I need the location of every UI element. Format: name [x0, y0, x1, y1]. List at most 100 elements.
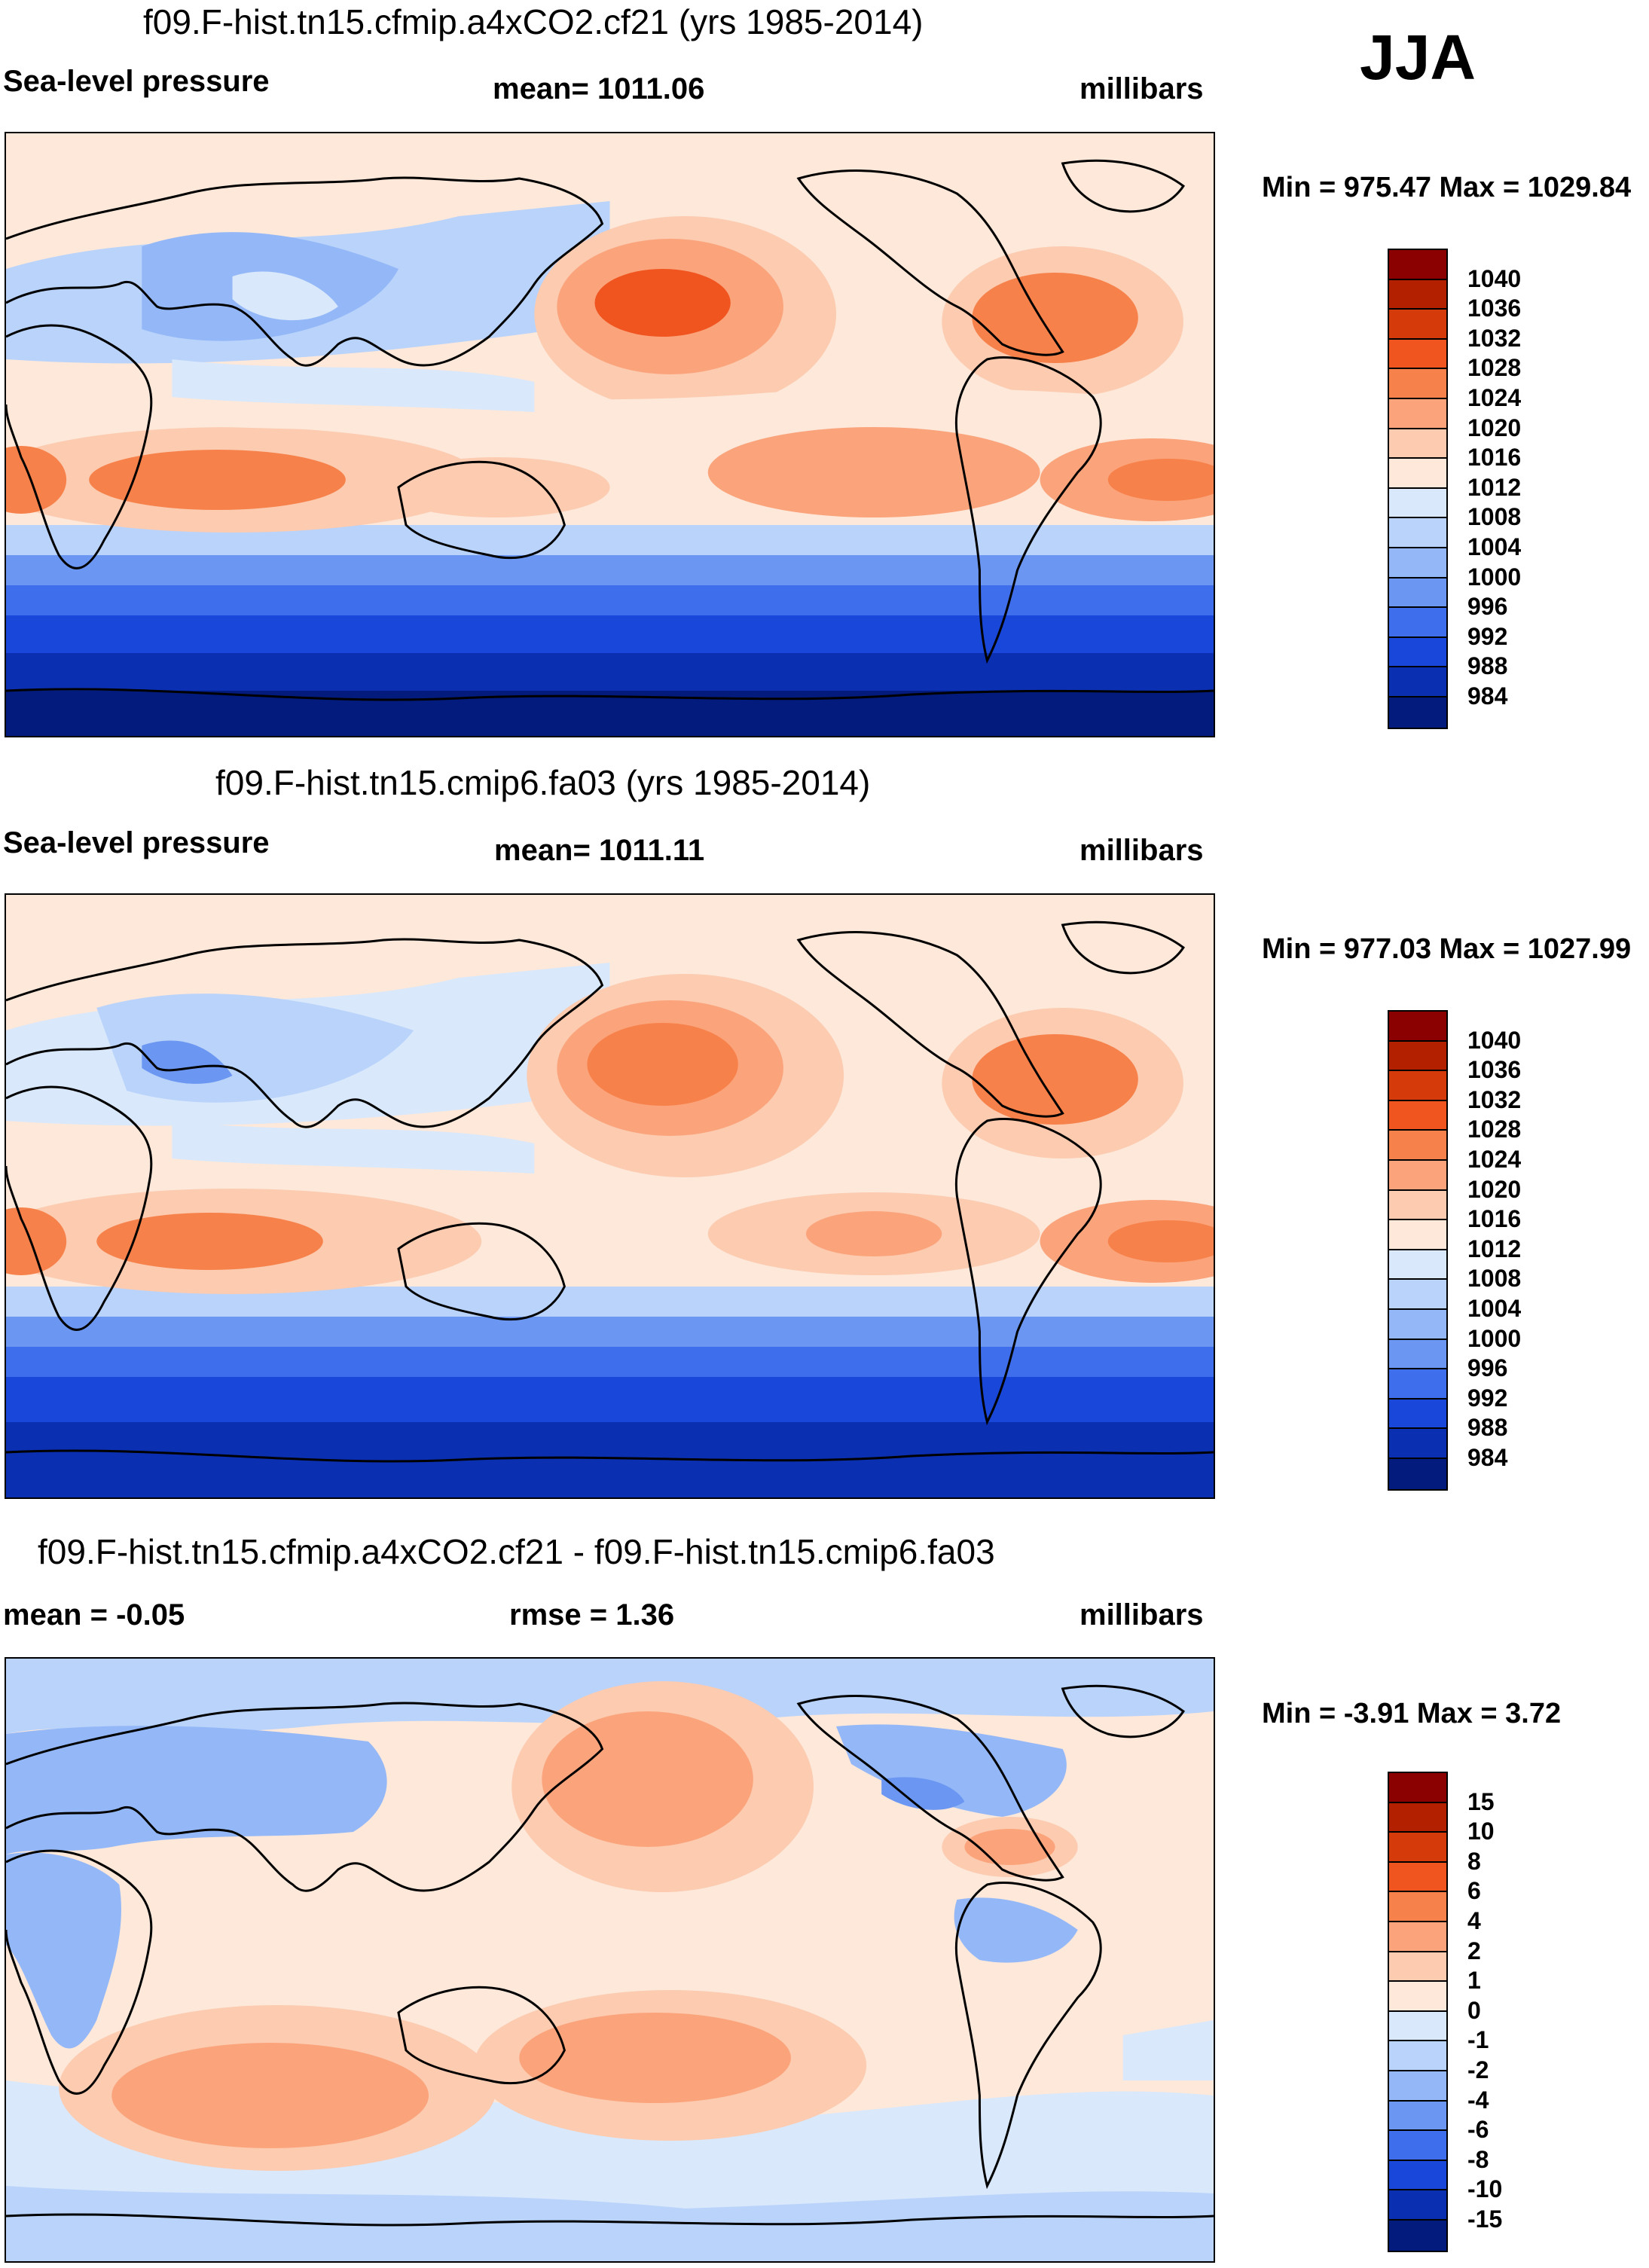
colorbar-swatch [1389, 2160, 1446, 2191]
colorbar-level-label: -1 [1467, 2026, 1489, 2054]
colorbar-level-label: 1028 [1467, 1116, 1522, 1143]
colorbar-level-label: 10 [1467, 1818, 1495, 1845]
colorbar-level-label: 1028 [1467, 354, 1522, 382]
colorbar-level-label: 1 [1467, 1967, 1481, 1995]
colorbar-swatch [1389, 1833, 1446, 1863]
colorbar-swatch [1389, 1369, 1446, 1400]
colorbar-swatch [1389, 1250, 1446, 1281]
colorbar-swatch [1389, 279, 1446, 310]
colorbar-swatch [1389, 1041, 1446, 1072]
panel1-variable-label: Sea-level pressure [3, 65, 270, 98]
colorbar-swatch [1389, 2011, 1446, 2042]
colorbar-swatch [1389, 548, 1446, 578]
colorbar-swatch [1389, 1773, 1446, 1803]
panel1-units-label: millibars [1079, 72, 1204, 105]
colorbar-level-label: 8 [1467, 1847, 1481, 1875]
colorbar-swatch [1389, 2190, 1446, 2221]
colorbar-swatch [1389, 667, 1446, 697]
panel3-rmse-label: rmse = 1.36 [509, 1598, 675, 1632]
colorbar-level-label: 1024 [1467, 1146, 1522, 1173]
colorbar-level-label: 1012 [1467, 1235, 1522, 1262]
colorbar-swatch [1389, 1012, 1446, 1042]
colorbar-level-label: -15 [1467, 2205, 1503, 2233]
colorbar-swatch [1389, 310, 1446, 340]
colorbar-level-label: 1032 [1467, 1085, 1522, 1113]
panel1-map-field [6, 133, 1214, 736]
colorbar-swatch [1389, 1862, 1446, 1893]
colorbar-swatch [1389, 398, 1446, 429]
panel1-title: f09.F-hist.tn15.cfmip.a4xCO2.cf21 (yrs 1… [143, 2, 924, 41]
colorbar-swatch [1389, 1952, 1446, 1983]
panel3-map-field [6, 1659, 1214, 2261]
colorbar-level-label: 4 [1467, 1907, 1481, 1934]
colorbar-level-label: 1004 [1467, 533, 1522, 560]
colorbar-level-label: 2 [1467, 1937, 1481, 1964]
colorbar-level-label: 15 [1467, 1787, 1495, 1815]
colorbar-swatch [1389, 1892, 1446, 1922]
colorbar-level-label: 1036 [1467, 1056, 1522, 1084]
season-label: JJA [1360, 22, 1476, 93]
colorbar-swatch [1389, 429, 1446, 459]
colorbar-swatch [1389, 1399, 1446, 1430]
colorbar-swatch [1389, 459, 1446, 489]
colorbar-swatch [1389, 2220, 1446, 2251]
colorbar-level-label: 996 [1467, 1354, 1508, 1382]
colorbar-level-label: -4 [1467, 2086, 1489, 2114]
colorbar-level-label: 6 [1467, 1877, 1481, 1905]
panel2-minmax: Min = 977.03 Max = 1027.99 [1262, 933, 1632, 965]
colorbar-level-label: 988 [1467, 1414, 1508, 1442]
colorbar-swatch [1389, 369, 1446, 399]
colorbar-level-label: 992 [1467, 622, 1508, 650]
colorbar-level-label: 1020 [1467, 1175, 1522, 1203]
panel1-minmax: Min = 975.47 Max = 1029.84 [1262, 172, 1632, 203]
colorbar-level-label: 984 [1467, 1444, 1508, 1471]
colorbar-swatch [1389, 1429, 1446, 1459]
colorbar-swatch [1389, 1802, 1446, 1833]
colorbar-level-label: 1024 [1467, 384, 1522, 411]
panel3-units-label: millibars [1079, 1598, 1204, 1632]
panel2-variable-label: Sea-level pressure [3, 826, 270, 859]
colorbar-swatch [1389, 1131, 1446, 1161]
colorbar-swatch [1389, 339, 1446, 370]
panel2-colorbar [1388, 1010, 1448, 1491]
panel3-map [5, 1657, 1215, 2263]
colorbar-level-label: 1000 [1467, 1324, 1522, 1352]
colorbar-swatch [1389, 2131, 1446, 2161]
colorbar-swatch [1389, 1309, 1446, 1340]
colorbar-level-label: 1020 [1467, 414, 1522, 441]
panel2-map-field [6, 895, 1214, 1497]
panel3-mean-label: mean = -0.05 [3, 1598, 185, 1632]
colorbar-level-label: 1016 [1467, 1205, 1522, 1233]
colorbar-swatch [1389, 1339, 1446, 1370]
colorbar-level-label: 1040 [1467, 264, 1522, 292]
colorbar-level-label: 0 [1467, 1996, 1481, 2024]
panel3-minmax: Min = -3.91 Max = 3.72 [1262, 1698, 1562, 1729]
colorbar-level-label: 992 [1467, 1384, 1508, 1412]
colorbar-level-label: 1016 [1467, 444, 1522, 472]
colorbar-swatch [1389, 250, 1446, 280]
colorbar-swatch [1389, 697, 1446, 728]
colorbar-level-label: -2 [1467, 2056, 1489, 2083]
colorbar-swatch [1389, 518, 1446, 548]
colorbar-swatch [1389, 2071, 1446, 2102]
colorbar-swatch [1389, 578, 1446, 609]
colorbar-level-label: 1000 [1467, 563, 1522, 591]
panel3-title: f09.F-hist.tn15.cfmip.a4xCO2.cf21 - f09.… [38, 1532, 995, 1571]
colorbar-level-label: -10 [1467, 2175, 1503, 2203]
colorbar-swatch [1389, 2101, 1446, 2132]
panel2-mean-label: mean= 1011.11 [494, 834, 705, 867]
colorbar-swatch [1389, 1071, 1446, 1101]
panel2-units-label: millibars [1079, 834, 1204, 867]
colorbar-swatch [1389, 1922, 1446, 1952]
panel1-mean-label: mean= 1011.06 [493, 72, 705, 105]
colorbar-level-label: -6 [1467, 2116, 1489, 2144]
colorbar-level-label: 1032 [1467, 324, 1522, 352]
colorbar-swatch [1389, 608, 1446, 638]
colorbar-swatch [1389, 1220, 1446, 1250]
colorbar-level-label: 984 [1467, 682, 1508, 710]
colorbar-level-label: -8 [1467, 2145, 1489, 2173]
colorbar-level-label: 988 [1467, 652, 1508, 680]
colorbar-swatch [1389, 1190, 1446, 1221]
panel1-map [5, 132, 1215, 737]
colorbar-level-label: 1004 [1467, 1295, 1522, 1322]
